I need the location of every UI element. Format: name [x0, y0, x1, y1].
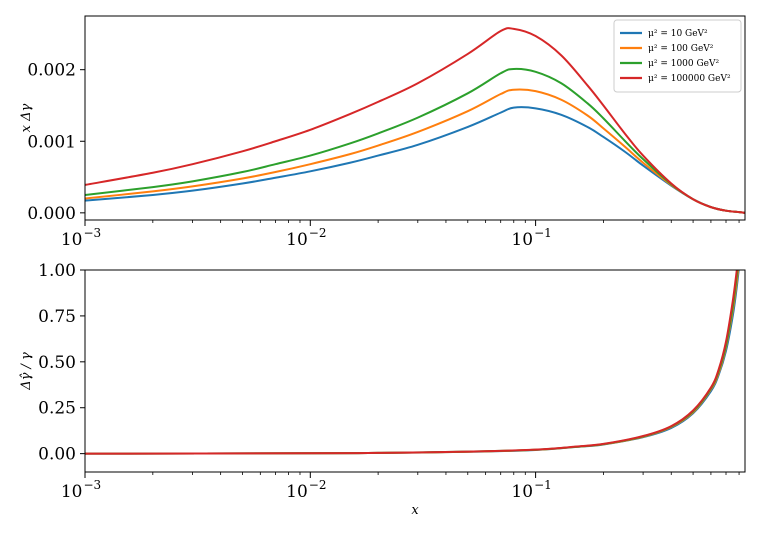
top-y-tick-label-1: 0.000	[27, 204, 76, 224]
bottom-y-tick-label-3: 0.50	[38, 353, 76, 373]
bottom-series-line-4	[85, 270, 738, 455]
top-series-lines	[85, 27, 745, 214]
bottom-y-axis-label: Δγ̂ / γ	[19, 352, 34, 391]
top-plot-frame	[84, 15, 746, 221]
bottom-y-tick-label-4: 0.75	[38, 307, 76, 327]
bottom-y-tick-label-5: 1.00	[38, 261, 76, 281]
legend-label-1: μ² = 10 GeV²	[648, 29, 708, 39]
bottom-x-tick-label-1: 10−3	[61, 478, 101, 502]
top-y-ticks: 0.000 0.001 0.002	[27, 61, 85, 224]
legend: μ² = 10 GeV² μ² = 100 GeV² μ² = 1000 GeV…	[613, 19, 742, 93]
bottom-y-tick-label-2: 0.25	[38, 399, 76, 419]
legend-label-3: μ² = 1000 GeV²	[648, 59, 720, 69]
legend-label-4: μ² = 100000 GeV²	[648, 74, 731, 84]
bottom-y-ticks: 0.00 0.25 0.50 0.75 1.00	[38, 261, 85, 465]
bottom-plot-frame	[84, 269, 746, 473]
bottom-x-ticks: 10−3 10−2 10−1	[61, 472, 740, 502]
top-x-tick-label-1: 10−3	[61, 226, 101, 250]
bottom-series-line-3	[85, 270, 739, 455]
bottom-panel: 0.00 0.25 0.50 0.75 1.00 10−3 10−2 10−1 Δγ̂ / …	[19, 261, 746, 518]
legend-entry-3: μ² = 1000 GeV²	[620, 59, 720, 69]
top-x-tick-label-2: 10−2	[286, 226, 326, 250]
bottom-series-lines	[85, 270, 740, 455]
bottom-y-tick-label-1: 0.00	[38, 445, 76, 465]
top-series-line-2	[85, 88, 745, 214]
top-y-axis-label: x Δγ	[19, 103, 34, 132]
top-y-tick-label-3: 0.002	[27, 61, 76, 81]
top-panel: 0.000 0.001 0.002 10−3 10−2 10−1 x Δγ μ² = 1…	[19, 15, 746, 250]
bottom-series-line-2	[85, 270, 740, 455]
legend-entry-1: μ² = 10 GeV²	[620, 29, 708, 39]
bottom-series-line-1	[85, 270, 740, 455]
top-x-tick-label-3: 10−1	[511, 226, 551, 250]
legend-entry-2: μ² = 100 GeV²	[620, 44, 714, 54]
bottom-x-tick-label-2: 10−2	[286, 478, 326, 502]
top-series-line-4	[85, 27, 745, 214]
bottom-x-axis-label: x	[411, 503, 419, 518]
legend-box	[613, 19, 742, 93]
bottom-x-tick-label-3: 10−1	[511, 478, 551, 502]
legend-label-2: μ² = 100 GeV²	[648, 44, 714, 54]
top-x-ticks: 10−3 10−2 10−1	[61, 220, 740, 250]
legend-entry-4: μ² = 100000 GeV²	[620, 74, 731, 84]
top-y-tick-label-2: 0.001	[27, 132, 76, 152]
